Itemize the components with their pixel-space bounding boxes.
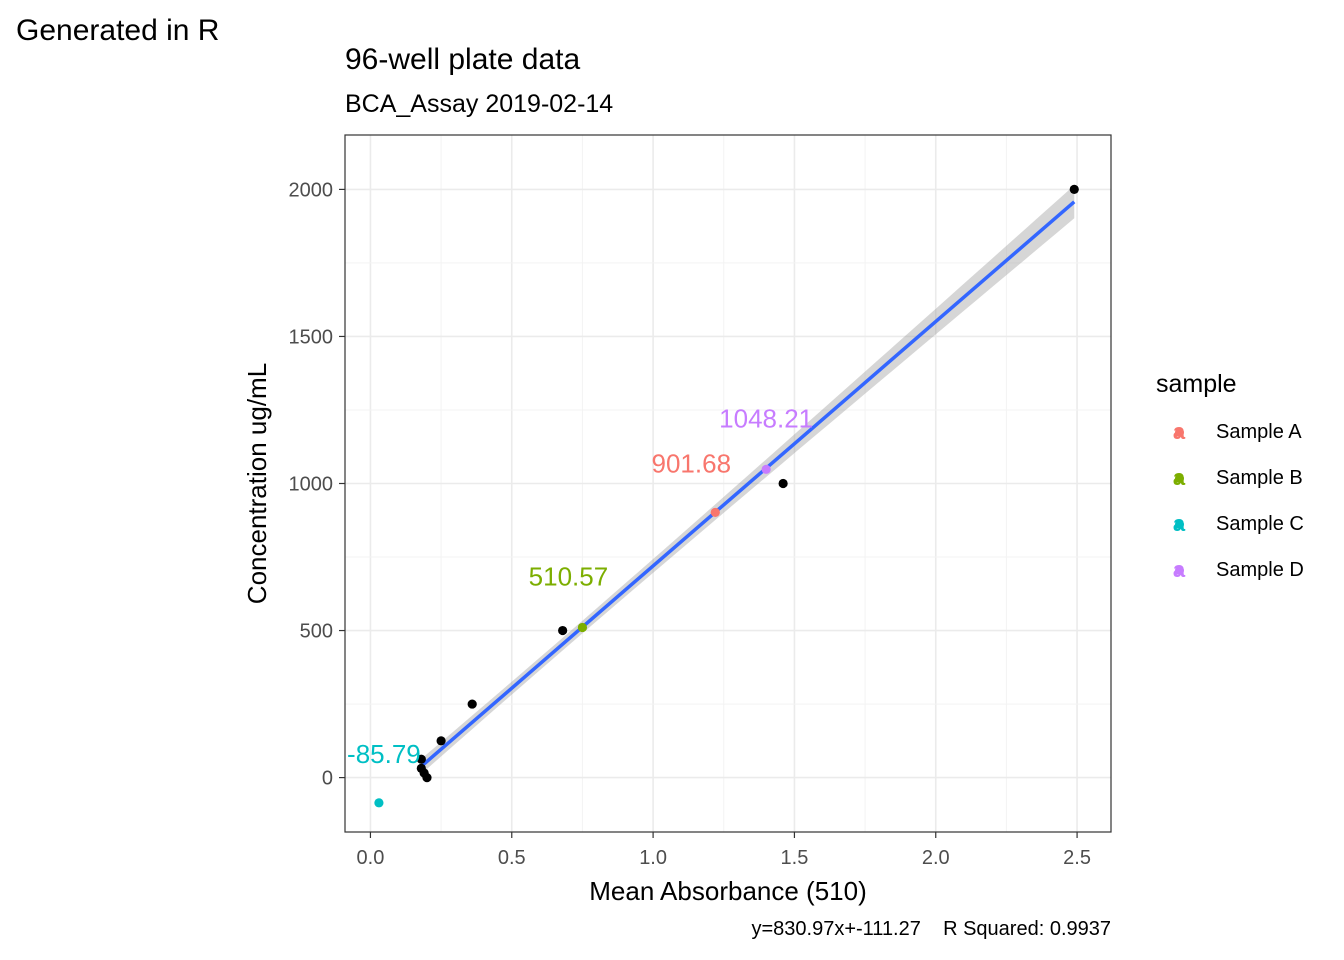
legend-dot-icon <box>1174 473 1184 483</box>
legend-label: Sample B <box>1216 466 1303 489</box>
y-tick-label: 1000 <box>289 474 334 496</box>
x-tick-label: 2.0 <box>922 847 950 869</box>
legend-key-icon: a <box>1156 501 1202 547</box>
legend-key-icon: a <box>1156 455 1202 501</box>
chart-title: 96-well plate data <box>345 43 581 76</box>
x-tick-label: 2.5 <box>1063 847 1091 869</box>
sample-value-label: -85.79 <box>347 739 421 769</box>
legend-dot-icon <box>1174 519 1184 529</box>
standard-point <box>558 625 568 636</box>
legend-label: Sample A <box>1216 420 1302 443</box>
x-tick-label: 0.5 <box>498 847 526 869</box>
sample-value-label: 510.57 <box>529 561 609 591</box>
sample-point-sample-b <box>577 622 588 633</box>
legend-dot-icon <box>1174 427 1184 437</box>
sample-point-sample-d <box>761 464 771 474</box>
corner-caption: Generated in R <box>16 14 220 47</box>
legend-item: a Sample C <box>1156 501 1304 547</box>
fit-line-layer <box>420 200 1076 768</box>
confidence-ribbon <box>421 185 1075 774</box>
legend-key-icon: a <box>1156 409 1202 455</box>
standard-point <box>436 736 446 746</box>
y-axis-label: Concentration ug/mL <box>242 363 272 604</box>
x-tick-label: 1.0 <box>639 847 667 869</box>
grid <box>345 135 1111 832</box>
standard-point <box>778 478 788 489</box>
x-tick-label: 1.5 <box>781 847 809 869</box>
fit-line <box>420 200 1076 768</box>
legend-label: Sample C <box>1216 512 1304 535</box>
regression-caption: y=830.97x+-111.27 R Squared: 0.9937 <box>751 918 1111 940</box>
legend-title: sample <box>1156 370 1237 398</box>
legend-item: a Sample B <box>1156 455 1304 501</box>
legend-item: a Sample A <box>1156 409 1304 455</box>
standard-point <box>467 699 477 709</box>
x-tick-label: 0.0 <box>357 847 385 869</box>
standard-point <box>1069 184 1079 195</box>
standard-point <box>422 772 432 783</box>
y-tick-label: 2000 <box>289 179 334 201</box>
y-tick-label: 500 <box>300 621 333 643</box>
axes: 0.0 0.5 1.0 1.5 2.0 2.5 0 500 1000 1500 2000 <box>289 179 1091 869</box>
legend-key-icon: a <box>1156 547 1202 593</box>
sample-value-label: 901.68 <box>652 448 732 478</box>
x-axis-label: Mean Absorbance (510) <box>589 876 867 906</box>
point-labels-layer: 901.68 510.57 -85.79 1048.21 <box>347 403 813 769</box>
y-tick-label: 0 <box>322 768 333 790</box>
legend-dot-icon <box>1174 565 1184 575</box>
points-layer <box>374 184 1079 808</box>
legend-item: a Sample D <box>1156 547 1304 593</box>
standard-point <box>416 754 426 764</box>
chart-subtitle: BCA_Assay 2019-02-14 <box>345 90 614 118</box>
legend-label: Sample D <box>1216 558 1304 581</box>
y-tick-label: 1500 <box>289 326 334 348</box>
sample-point-sample-a <box>710 507 720 518</box>
sample-point-sample-c <box>374 798 384 808</box>
legend: sample a Sample A a Sample B a Sample C a Sampl… <box>1156 370 1304 593</box>
sample-value-label: 1048.21 <box>719 403 813 433</box>
confidence-band <box>421 185 1075 774</box>
